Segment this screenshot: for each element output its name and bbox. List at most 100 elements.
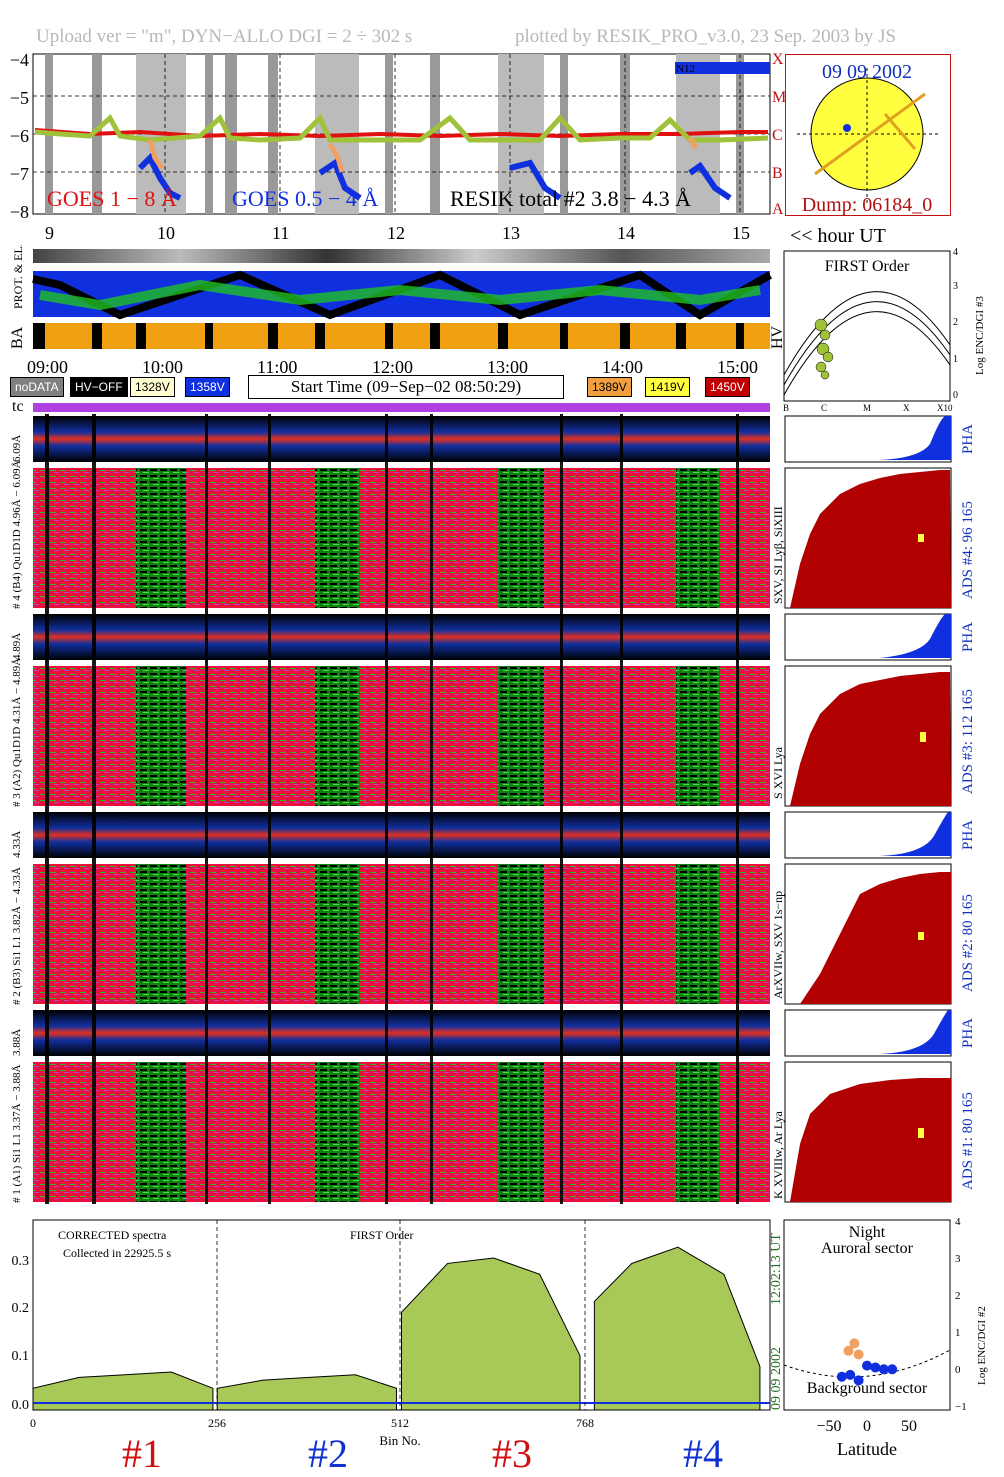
side-line-label: K XVIIIw, Ar Lya <box>771 1110 785 1199</box>
orbit-xtick: 50 <box>901 1418 917 1435</box>
orbit-point <box>862 1360 872 1371</box>
channel-number: #2 <box>308 1431 348 1476</box>
spectrum-series-1 <box>32 1371 214 1411</box>
fo-ytick: 2 <box>953 317 958 328</box>
channel-left-label: # 1 (A1) Si1 L1 3.37Å − 3.88Å <box>11 1064 23 1203</box>
channel-left-label: # 4 (B4) Qu1D1D 4.96Å − 6.09Å <box>11 460 23 609</box>
orbit-ytick: 3 <box>955 1253 961 1265</box>
legend-resik: RESIK total #2 3.8 − 4.3 Å <box>450 186 691 211</box>
orbit-xtick: 0 <box>863 1418 871 1435</box>
dump-label: Dump: 06184_0 <box>802 194 933 216</box>
fo-xtick: M <box>863 403 871 413</box>
goes-panel: N12 −4 −5 −6 −7 −8 X M C B A GOES 1 − 8 … <box>10 50 786 243</box>
goes-class-label: M <box>772 89 786 106</box>
ads-label: ADS #2: 80 165 <box>960 894 976 992</box>
orbit-ytick: 2 <box>955 1290 961 1302</box>
fo-ytick: 4 <box>953 247 958 258</box>
side-line-label: ArXVIIw, SXV 1s−np <box>771 891 785 999</box>
hour-tick: 9 <box>45 223 54 243</box>
ads-spectrum-4 <box>784 467 952 609</box>
hour-tick: 13 <box>502 223 520 243</box>
pha-label: PHA <box>960 424 976 454</box>
time-tick: 09:00 <box>27 357 69 377</box>
spectra-ytick: 0.0 <box>12 1398 30 1413</box>
hour-tick: 12 <box>387 223 405 243</box>
resik-orange-curve <box>147 136 699 173</box>
legend-goes-long: GOES 1 − 8 Å <box>47 186 177 211</box>
fo-ytick: 0 <box>953 390 958 401</box>
ba-label: BA <box>9 326 26 349</box>
plotted-by: plotted by RESIK_PRO_v3.0, 23 Sep. 2003 … <box>515 26 897 47</box>
orbit-panel: Night Auroral sector Background sector 4… <box>783 1216 988 1459</box>
time-tick: 13:00 <box>487 357 529 377</box>
ads-label: ADS #4: 96 165 <box>960 501 976 599</box>
start-time: Start Time (09−Sep−02 08:50:29) <box>248 375 564 399</box>
prot-el-label: PROT. & EL. <box>11 245 25 309</box>
fo-xtick: B <box>783 403 789 413</box>
ads-spectrum-3 <box>784 665 952 807</box>
time-tick: 12:00 <box>372 357 414 377</box>
channel-number: #1 <box>122 1431 162 1476</box>
ba-row <box>33 323 770 349</box>
legend-nodata: noDATA <box>10 377 64 397</box>
goes-class-label: B <box>772 165 783 182</box>
channel-block-4 <box>33 416 770 608</box>
orbit-ytick: 1 <box>955 1327 961 1339</box>
orbit-point <box>870 1362 881 1373</box>
orbit-point <box>845 1369 856 1380</box>
channel-number: #3 <box>492 1431 532 1476</box>
flare-dot <box>843 124 851 132</box>
spectra-text2: Collected in 22925.5 s <box>63 1246 171 1260</box>
spectrum-series-3 <box>401 1257 581 1411</box>
spectra-xtick: 768 <box>576 1416 594 1430</box>
fo-xtick: C <box>821 403 827 413</box>
goes-ytick: −7 <box>10 164 29 184</box>
time-ticks: 09:00 10:00 11:00 12:00 13:00 14:00 15:0… <box>0 357 790 379</box>
goes-ytick: −5 <box>10 88 29 108</box>
spectra-xtick: 512 <box>391 1416 409 1430</box>
time-tick: 15:00 <box>717 357 759 377</box>
legend-goes-short: GOES 0.5 − 4 Å <box>232 186 378 211</box>
pha-wavelength-label: 6.09Å <box>11 435 23 462</box>
goes-long-curve <box>34 128 768 139</box>
goes-ytick: −4 <box>10 50 29 70</box>
orbit-point <box>849 1338 860 1349</box>
legend-1450v: 1450V <box>705 377 750 397</box>
pha-histogram-1 <box>784 1009 952 1057</box>
spectra-ytick: 0.1 <box>12 1349 30 1364</box>
orbit-xlabel: Latitude <box>837 1439 897 1459</box>
hour-ut-label: << hour UT <box>790 225 886 247</box>
pha-label: PHA <box>960 622 976 652</box>
spectra-xtick: 0 <box>30 1416 36 1430</box>
pha-histogram-4 <box>784 415 952 463</box>
legend-hv-off: HV−OFF <box>70 377 128 397</box>
time-tick: 10:00 <box>142 357 184 377</box>
orbit-point <box>836 1371 847 1382</box>
goes-class-label: C <box>772 127 783 144</box>
sun-arrow <box>814 92 926 176</box>
orbit-point <box>853 1375 864 1386</box>
time-tick: 14:00 <box>602 357 644 377</box>
green-dots-curve <box>34 113 769 143</box>
spectra-ytick: 0.2 <box>12 1301 30 1316</box>
hour-tick: 10 <box>157 223 175 243</box>
spectra-chart: CORRECTED spectra Collected in 22925.5 s… <box>12 1219 784 1476</box>
orbit-point <box>887 1364 898 1375</box>
tc-bar <box>33 403 770 412</box>
first-order-panel: FIRST Order 4 3 2 1 0 B C M X X10 Log EN… <box>783 247 986 413</box>
channel-block-3 <box>33 614 770 806</box>
channel-block-1 <box>33 1010 770 1202</box>
spectrogram-area: 6.09Å # 4 (B4) Qu1D1D 4.96Å − 6.09Å 4.89… <box>11 414 976 1204</box>
ads-spectrum-1 <box>784 1061 952 1203</box>
spectra-text1: CORRECTED spectra <box>58 1228 167 1242</box>
spectra-xtick: 256 <box>208 1416 226 1430</box>
legend-1358v: 1358V <box>185 377 230 397</box>
first-order-title: FIRST Order <box>825 258 910 275</box>
orbit-point <box>878 1364 889 1375</box>
channel-left-label: # 2 (B3) Si1 L1 3.82Å − 4.33Å <box>11 867 23 1005</box>
goes-class-label: A <box>772 201 784 218</box>
spectra-date: 09 09 2002 <box>769 1347 784 1410</box>
orbit-ylabel: Log ENC/DGI #2 <box>976 1306 988 1385</box>
orbit-point <box>843 1345 854 1356</box>
sun-panel: 09 09 2002 Dump: 06184_0 <box>785 54 951 216</box>
